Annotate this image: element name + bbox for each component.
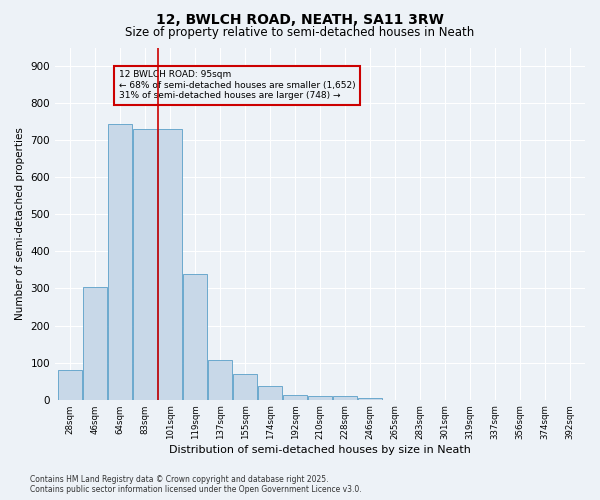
- Bar: [208, 360, 232, 400]
- Bar: [158, 129, 182, 400]
- Text: 12 BWLCH ROAD: 95sqm
← 68% of semi-detached houses are smaller (1,652)
31% of se: 12 BWLCH ROAD: 95sqm ← 68% of semi-detac…: [119, 70, 355, 100]
- Bar: [58, 370, 82, 400]
- Bar: [108, 124, 132, 400]
- Y-axis label: Number of semi-detached properties: Number of semi-detached properties: [15, 127, 25, 320]
- Bar: [83, 286, 107, 400]
- Bar: [308, 396, 332, 400]
- Bar: [183, 274, 207, 400]
- Bar: [333, 396, 357, 400]
- X-axis label: Distribution of semi-detached houses by size in Neath: Distribution of semi-detached houses by …: [169, 445, 471, 455]
- Text: Size of property relative to semi-detached houses in Neath: Size of property relative to semi-detach…: [125, 26, 475, 39]
- Bar: [283, 394, 307, 400]
- Bar: [133, 129, 157, 400]
- Text: 12, BWLCH ROAD, NEATH, SA11 3RW: 12, BWLCH ROAD, NEATH, SA11 3RW: [156, 12, 444, 26]
- Bar: [258, 386, 282, 400]
- Bar: [233, 374, 257, 400]
- Text: Contains HM Land Registry data © Crown copyright and database right 2025.
Contai: Contains HM Land Registry data © Crown c…: [30, 474, 362, 494]
- Bar: [358, 398, 382, 400]
